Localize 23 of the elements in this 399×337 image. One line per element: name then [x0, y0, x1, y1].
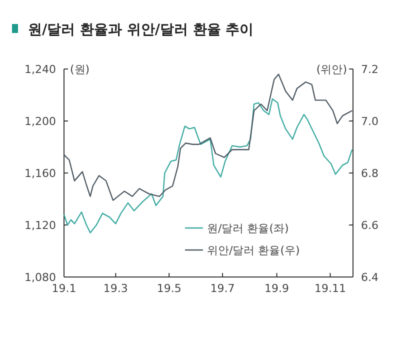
y-tick-label: 1,160 — [24, 167, 56, 180]
y2-tick-label: 6.6 — [361, 219, 378, 232]
y2-tick-label: 6.8 — [361, 167, 378, 180]
y-tick-label: 1,080 — [24, 271, 56, 284]
x-tick-label: 19.11 — [314, 282, 346, 295]
y-tick-label: 1,200 — [24, 115, 56, 128]
x-tick-label: 19.3 — [103, 282, 128, 295]
y2-tick-label: 6.4 — [361, 271, 378, 284]
y-axis-title: (원) — [70, 63, 90, 76]
y-tick-label: 1,120 — [24, 219, 56, 232]
line-series — [63, 98, 353, 234]
y2-axis-title: (위안) — [316, 63, 347, 76]
chart-title: 원/달러 환율과 위안/달러 환율 추이 — [28, 22, 254, 38]
legend-label: 위안/달러 환율(우) — [207, 244, 300, 257]
x-tick-label: 19.9 — [264, 282, 290, 295]
x-tick-label: 19.5 — [156, 282, 182, 295]
x-tick-label: 19.7 — [210, 282, 235, 295]
x-tick-label: 19.1 — [52, 282, 76, 295]
line-series — [63, 74, 353, 201]
legend-label: 원/달러 환율(좌) — [207, 222, 289, 235]
y-tick-label: 1,240 — [24, 63, 56, 76]
y2-tick-label: 7.0 — [361, 115, 378, 128]
y2-tick-label: 7.2 — [361, 63, 378, 76]
